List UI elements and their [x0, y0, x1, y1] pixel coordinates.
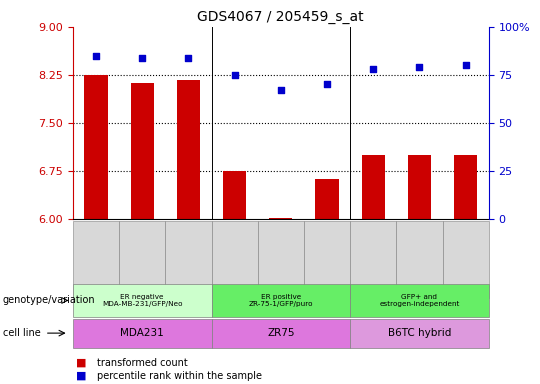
Text: ■: ■: [76, 371, 86, 381]
Point: [461, 62, 470, 68]
Text: cell line: cell line: [3, 328, 40, 338]
Text: percentile rank within the sample: percentile rank within the sample: [97, 371, 262, 381]
Point: [276, 87, 285, 93]
Bar: [315, 179, 339, 219]
Point: [415, 64, 424, 70]
Bar: [362, 155, 384, 219]
Title: GDS4067 / 205459_s_at: GDS4067 / 205459_s_at: [198, 10, 364, 25]
Bar: [269, 218, 292, 219]
Point: [369, 66, 377, 72]
Bar: [223, 171, 246, 219]
Bar: [84, 75, 107, 219]
Bar: [131, 83, 154, 219]
Point: [138, 55, 146, 61]
Text: ER positive
ZR-75-1/GFP/puro: ER positive ZR-75-1/GFP/puro: [248, 294, 313, 307]
Text: ZR75: ZR75: [267, 328, 294, 338]
Bar: [408, 155, 431, 219]
Bar: [454, 155, 477, 219]
Text: genotype/variation: genotype/variation: [3, 295, 96, 306]
Point: [230, 72, 239, 78]
Point: [323, 81, 332, 88]
Text: MDA231: MDA231: [120, 328, 164, 338]
Text: ER negative
MDA-MB-231/GFP/Neo: ER negative MDA-MB-231/GFP/Neo: [102, 294, 183, 307]
Text: B6TC hybrid: B6TC hybrid: [388, 328, 451, 338]
Point: [92, 53, 100, 59]
Text: GFP+ and
estrogen-independent: GFP+ and estrogen-independent: [379, 294, 460, 307]
Text: ■: ■: [76, 358, 86, 368]
Point: [184, 55, 193, 61]
Text: transformed count: transformed count: [97, 358, 188, 368]
Bar: [177, 80, 200, 219]
